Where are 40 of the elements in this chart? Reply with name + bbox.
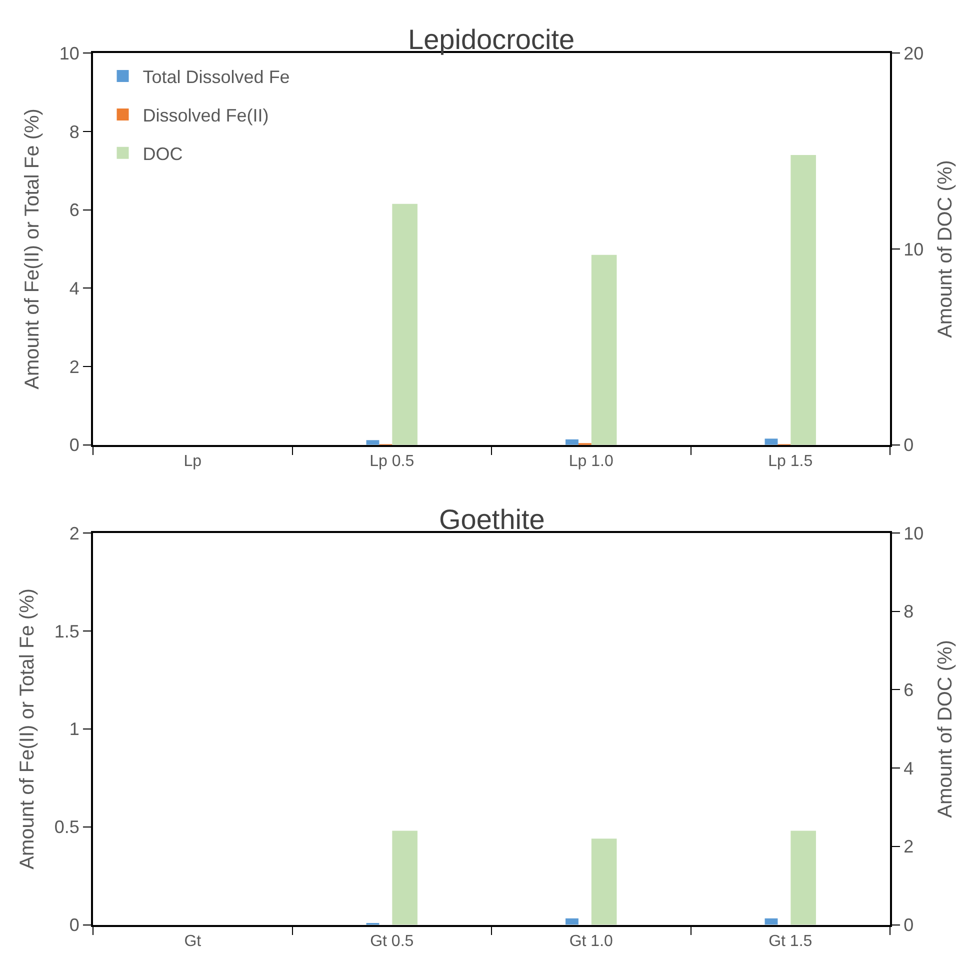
- y-tick-label: 1: [69, 719, 80, 740]
- legend-label: DOC: [142, 144, 183, 164]
- y-tick-label: 0.5: [54, 817, 80, 838]
- y2-tick-label: 0: [904, 915, 914, 936]
- y-tick-label: 2: [69, 523, 80, 544]
- y-tick-label: 0: [69, 435, 80, 456]
- x-tick-label: Gt: [184, 932, 202, 950]
- y2-axis-title: Amount of DOC (%): [934, 640, 957, 818]
- y-tick-label: 8: [69, 122, 80, 142]
- bar: [790, 154, 816, 445]
- y-axis-title: Amount of Fe(II) or Total Fe (%): [16, 588, 38, 870]
- x-tick-label: Gt 0.5: [370, 932, 414, 950]
- y2-tick-label: 20: [904, 43, 924, 64]
- y-tick-label: 4: [69, 278, 80, 298]
- bar: [591, 254, 617, 445]
- chart-title: Lepidocrocite: [408, 24, 575, 55]
- x-tick-label: Gt 1.5: [768, 932, 812, 950]
- y2-tick-label: 0: [904, 435, 914, 456]
- legend-label: Dissolved Fe(II): [142, 105, 269, 126]
- x-tick-label: Lp 1.0: [568, 453, 614, 470]
- y-axis-title: Amount of Fe(II) or Total Fe (%): [21, 108, 44, 390]
- y2-tick-label: 10: [904, 523, 924, 544]
- y2-tick-label: 4: [904, 758, 914, 778]
- y-tick-label: 1.5: [54, 621, 80, 642]
- legend-label: Total Dissolved Fe: [142, 67, 290, 88]
- y2-tick-label: 6: [904, 680, 914, 700]
- x-tick-label: Gt 1.0: [569, 932, 614, 950]
- bar: [392, 204, 418, 445]
- x-tick-label: Lp 1.5: [768, 453, 813, 470]
- y2-tick-label: 10: [904, 239, 924, 260]
- y2-tick-label: 8: [904, 602, 914, 622]
- y-tick-label: 0: [69, 915, 80, 936]
- x-tick-label: Lp 0.5: [370, 453, 414, 470]
- y-tick-label: 6: [69, 200, 80, 220]
- y-tick-label: 2: [69, 356, 80, 377]
- y2-axis-title: Amount of DOC (%): [934, 160, 957, 338]
- x-tick-label: Lp: [184, 453, 202, 470]
- y-tick-label: 10: [59, 43, 80, 64]
- chart-title: Goethite: [439, 504, 545, 535]
- y2-tick-label: 2: [904, 836, 914, 857]
